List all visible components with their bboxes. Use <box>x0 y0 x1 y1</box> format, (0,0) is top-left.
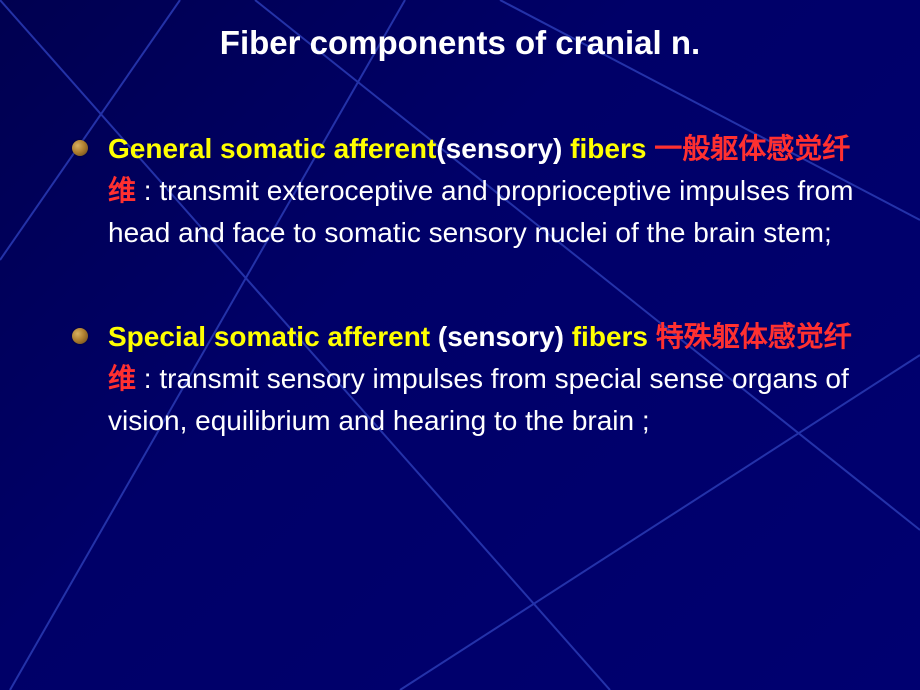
term-description: : transmit exteroceptive and propriocept… <box>108 175 853 248</box>
term-fibers: fibers <box>572 321 656 352</box>
term-paren: (sensory) <box>438 321 572 352</box>
bullet-item: General somatic afferent(sensory) fibers… <box>72 128 860 254</box>
term-paren: (sensory) <box>436 133 562 164</box>
term-english: Special somatic afferent <box>108 321 438 352</box>
bullet-marker-icon <box>72 140 88 156</box>
slide-title: Fiber components of cranial n. <box>0 24 920 62</box>
term-english: General somatic afferent <box>108 133 436 164</box>
slide: Fiber components of cranial n. General s… <box>0 0 920 690</box>
bullet-marker-icon <box>72 328 88 344</box>
term-fibers: fibers <box>562 133 654 164</box>
slide-content: General somatic afferent(sensory) fibers… <box>72 128 860 504</box>
bullet-item: Special somatic afferent (sensory) fiber… <box>72 316 860 442</box>
term-description: : transmit sensory impulses from special… <box>108 363 849 436</box>
